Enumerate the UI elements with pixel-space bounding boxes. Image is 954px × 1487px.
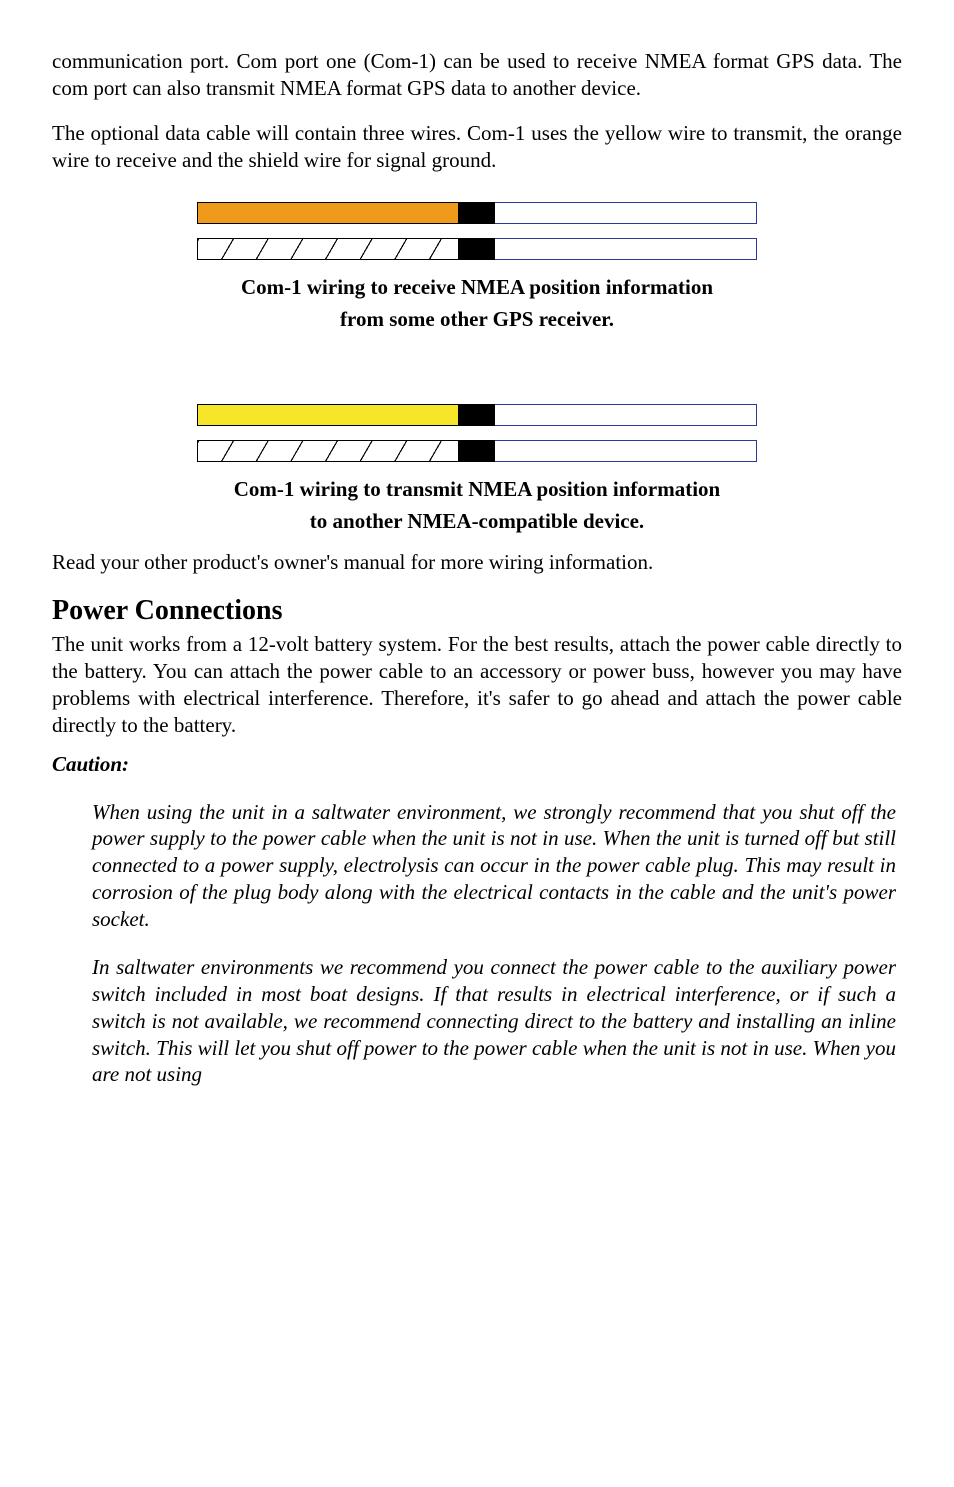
wire-connector [459, 404, 495, 426]
wire-row-yellow [197, 404, 757, 426]
heading-power-connections: Power Connections [52, 593, 902, 629]
wire-row-orange [197, 202, 757, 224]
wire-orange-insulated [197, 202, 459, 224]
wire-row-shield [197, 238, 757, 260]
diagram-receive-caption-line2: from some other GPS receiver. [52, 306, 902, 332]
diagram-receive [197, 202, 757, 260]
after-diagrams-paragraph: Read your other product's owner's manual… [52, 549, 902, 576]
diagram-receive-caption-line1: Com-1 wiring to receive NMEA position in… [52, 274, 902, 300]
diagram-transmit-caption-line2: to another NMEA-compatible device. [52, 508, 902, 534]
wire-connector [459, 202, 495, 224]
wire-row-shield [197, 440, 757, 462]
wire-connector [459, 440, 495, 462]
wire-shield-insulated [197, 238, 459, 260]
diagram-spacer [52, 332, 902, 376]
wire-bare-lead [495, 404, 757, 426]
intro-paragraph-2: The optional data cable will contain thr… [52, 120, 902, 174]
intro-paragraph-1: communication port. Com port one (Com-1)… [52, 48, 902, 102]
diagram-transmit-caption-line1: Com-1 wiring to transmit NMEA position i… [52, 476, 902, 502]
wire-bare-lead [495, 202, 757, 224]
diagram-transmit [197, 404, 757, 462]
wire-shield-insulated [197, 440, 459, 462]
caution-paragraph-2: In saltwater environments we recommend y… [92, 954, 896, 1088]
wire-yellow-insulated [197, 404, 459, 426]
wire-connector [459, 238, 495, 260]
heading-caution: Caution: [52, 751, 902, 778]
wire-bare-lead [495, 440, 757, 462]
wire-bare-lead [495, 238, 757, 260]
power-body-paragraph: The unit works from a 12-volt battery sy… [52, 631, 902, 739]
caution-paragraph-1: When using the unit in a saltwater envir… [92, 799, 896, 933]
